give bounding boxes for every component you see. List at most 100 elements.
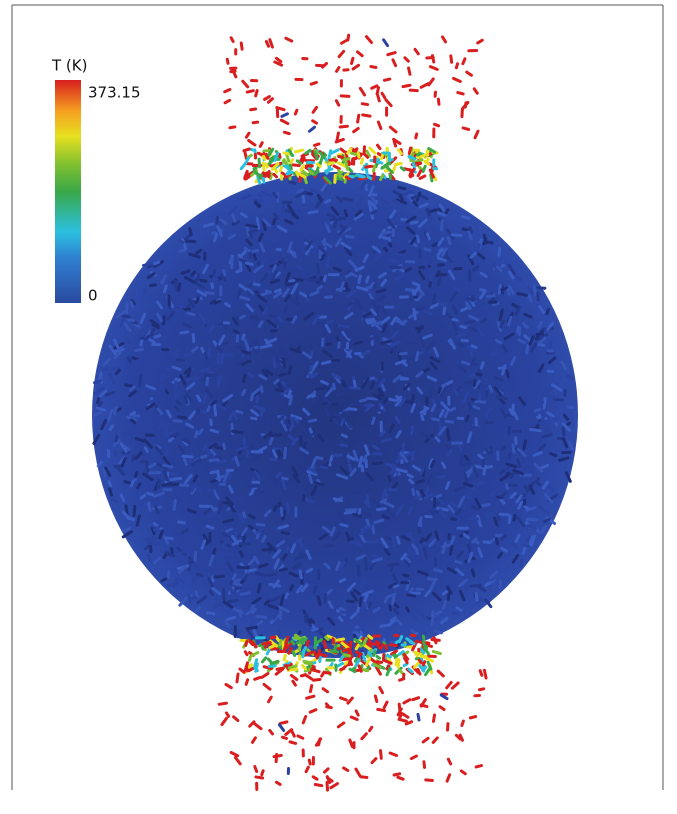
particle (291, 586, 293, 590)
hot-particle (287, 155, 289, 161)
colorbar-tick-label: 373.15 (88, 84, 141, 102)
hot-particle (271, 174, 272, 179)
particle (309, 344, 315, 346)
particle (390, 606, 391, 610)
hot-particle (366, 168, 367, 174)
particle (196, 432, 197, 437)
particle (258, 195, 262, 197)
ejected-particle (399, 719, 406, 721)
ejected-particle (372, 759, 376, 763)
particle (499, 286, 500, 293)
hot-particle (389, 160, 392, 161)
hot-particle (386, 645, 387, 648)
particle (337, 393, 344, 395)
particle (290, 396, 292, 404)
particle (258, 584, 260, 592)
hot-particle (246, 642, 247, 646)
particle (179, 284, 180, 290)
ejected-particle (250, 722, 254, 726)
particle (417, 327, 423, 328)
hot-particle (339, 156, 343, 157)
ejected-particle (290, 742, 296, 744)
particle (340, 445, 346, 446)
particle (298, 267, 303, 269)
ejected-particle (303, 717, 305, 723)
particle (274, 506, 276, 510)
particle (148, 555, 150, 560)
particle (311, 190, 318, 192)
hot-particle (374, 652, 376, 656)
particle (348, 409, 355, 410)
hot-particle (374, 173, 375, 179)
particle (518, 294, 527, 296)
ejected-particle (338, 723, 343, 727)
particle (152, 329, 154, 333)
particle (469, 544, 470, 551)
particle (289, 366, 291, 373)
particle (499, 368, 505, 369)
particle (495, 378, 502, 380)
hot-particle (377, 656, 380, 658)
particle (257, 616, 266, 617)
hot-particle (264, 150, 270, 151)
particle (166, 447, 168, 456)
particle (365, 558, 366, 563)
particle (253, 251, 257, 252)
particle (446, 210, 448, 213)
ejected-particle (447, 682, 451, 687)
particle (523, 545, 528, 547)
particle (450, 408, 454, 410)
particle (410, 589, 413, 592)
particle (278, 631, 279, 637)
particle (490, 386, 492, 391)
ejected-particle (350, 740, 352, 746)
hot-particle (284, 655, 285, 659)
particle (264, 366, 269, 368)
ejected-particle (452, 683, 458, 688)
ejected-particle (426, 780, 433, 781)
ejected-particle (249, 140, 255, 145)
particle (422, 416, 423, 420)
particle (507, 484, 508, 488)
hot-particle (317, 164, 320, 166)
ejected-particle (283, 737, 287, 738)
particle (185, 396, 186, 402)
particle (412, 427, 413, 434)
ejected-particle (424, 762, 425, 768)
ejected-particle (435, 124, 439, 125)
ejected-particle (403, 85, 410, 86)
particle (196, 298, 198, 302)
hot-particle (282, 173, 286, 175)
particle (354, 381, 355, 386)
ejected-particle (277, 108, 284, 110)
particle (179, 417, 186, 418)
ejected-particle (384, 40, 388, 46)
particle (413, 489, 414, 494)
ejected-particle (370, 727, 372, 730)
particle (240, 261, 241, 269)
hot-particle (425, 658, 432, 661)
particle (148, 493, 153, 495)
particle (369, 430, 370, 435)
ejected-particle (309, 760, 310, 764)
particle (334, 384, 335, 388)
particle (243, 390, 245, 394)
ejected-particle (227, 59, 228, 63)
particle (413, 545, 416, 548)
hot-particle (307, 641, 308, 645)
particle (344, 199, 352, 201)
particle (363, 428, 364, 432)
particle (416, 549, 417, 554)
particle (373, 463, 381, 464)
particle (479, 395, 480, 401)
particle (531, 429, 540, 430)
particle (320, 250, 321, 257)
hot-particle (245, 663, 247, 670)
particle (306, 193, 312, 194)
particle (535, 409, 540, 411)
particle (97, 408, 105, 410)
particle (437, 612, 442, 614)
ejected-particle (372, 86, 377, 88)
particle (482, 320, 486, 322)
particle (282, 259, 284, 267)
